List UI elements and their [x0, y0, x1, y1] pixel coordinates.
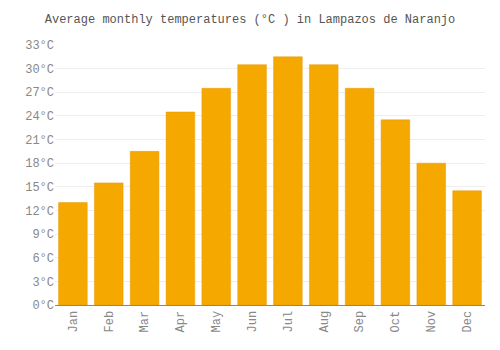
svg-text:24°C: 24°C [25, 110, 54, 124]
svg-text:Sep: Sep [353, 311, 367, 333]
svg-text:Jul: Jul [282, 311, 296, 333]
svg-text:Average monthly temperatures (: Average monthly temperatures (°C ) in La… [45, 13, 455, 27]
svg-text:3°C: 3°C [32, 276, 54, 290]
svg-text:Jun: Jun [246, 311, 260, 333]
svg-text:Mar: Mar [138, 311, 152, 333]
svg-text:Jan: Jan [67, 311, 81, 333]
svg-text:18°C: 18°C [25, 157, 54, 171]
svg-text:30°C: 30°C [25, 63, 54, 77]
svg-text:12°C: 12°C [25, 205, 54, 219]
svg-text:Feb: Feb [103, 311, 117, 333]
svg-text:Oct: Oct [389, 311, 403, 333]
svg-text:May: May [210, 311, 224, 333]
svg-text:15°C: 15°C [25, 181, 54, 195]
svg-text:Apr: Apr [174, 311, 188, 333]
svg-text:9°C: 9°C [32, 228, 54, 242]
svg-text:33°C: 33°C [25, 39, 54, 53]
svg-text:Dec: Dec [461, 311, 475, 333]
svg-text:0°C: 0°C [32, 299, 54, 313]
svg-text:Nov: Nov [425, 311, 439, 333]
svg-text:21°C: 21°C [25, 134, 54, 148]
svg-text:Aug: Aug [318, 311, 332, 333]
svg-text:6°C: 6°C [32, 252, 54, 266]
svg-text:27°C: 27°C [25, 86, 54, 100]
